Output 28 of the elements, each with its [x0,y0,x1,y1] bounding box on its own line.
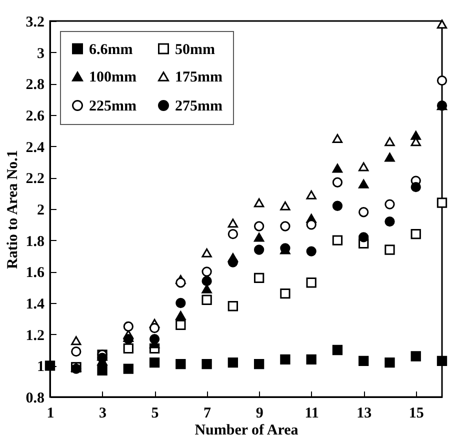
y-tick-label: 2.6 [26,108,45,124]
legend-label: 175mm [175,70,223,86]
y-tick-label: 0.8 [26,390,44,406]
legend-label: 100mm [89,70,137,86]
y-tick-label: 2.2 [26,171,44,188]
x-tick-label: 13 [356,406,372,422]
legend-label: 6.6mm [89,42,134,58]
legend-label: 275mm [175,98,223,114]
y-axis-title: Ratio to Area No.1 [4,150,21,269]
x-tick-label: 7 [204,406,212,422]
y-tick-label: 1 [37,359,44,376]
x-axis-title: Number of Area [194,422,299,438]
y-tick-label: 1.4 [26,296,45,312]
x-tick-label: 11 [304,406,319,422]
legend-label: 50mm [175,42,216,58]
y-tick-label: 1.8 [26,234,44,250]
x-tick-label: 5 [151,406,159,422]
y-tick-label: 2.8 [26,77,44,94]
x-tick-label: 9 [256,406,264,422]
y-tick-label: 3 [37,46,44,62]
y-tick-label: 1.6 [26,265,45,282]
x-tick-label: 3 [99,406,107,422]
y-tick-label: 3.2 [26,14,44,30]
y-tick-label: 2.4 [26,140,45,156]
x-tick-label: 15 [408,406,424,422]
y-tick-label: 2 [37,202,44,218]
y-tick-label: 1.2 [26,328,44,344]
legend-label: 225mm [89,98,137,114]
